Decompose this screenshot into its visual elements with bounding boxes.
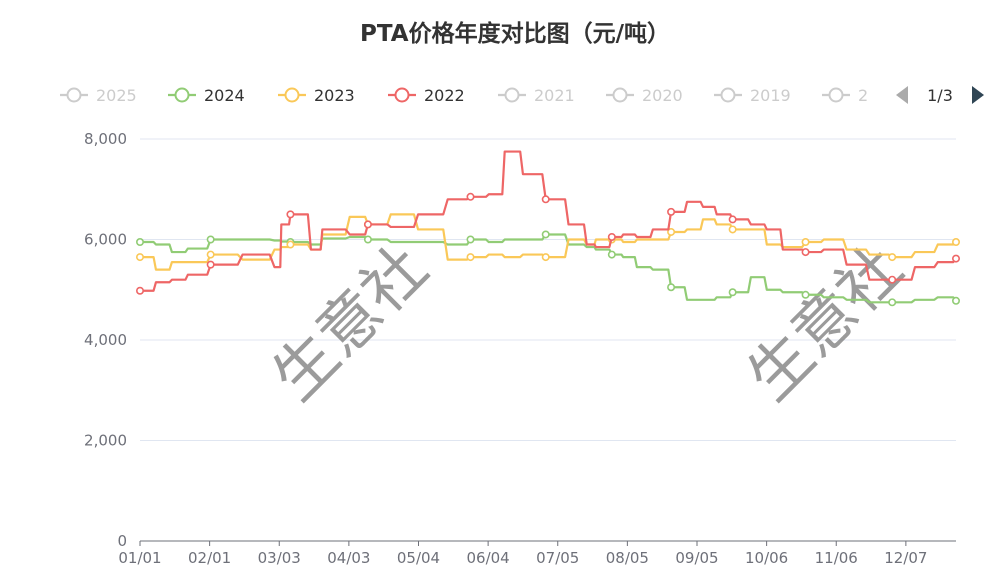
legend-item-2020[interactable]: 2020 bbox=[606, 86, 683, 105]
x-tick-label: 10/06 bbox=[745, 549, 788, 567]
data-point bbox=[667, 227, 676, 236]
data-point bbox=[466, 235, 475, 244]
y-axis: 0 2,000 4,000 6,000 8,000 bbox=[84, 130, 127, 550]
data-point bbox=[607, 232, 616, 241]
data-point bbox=[888, 275, 897, 284]
pager-prev-icon[interactable] bbox=[896, 86, 908, 104]
y-tick-label: 6,000 bbox=[84, 231, 127, 249]
x-axis: 01/01 02/01 03/03 04/03 05/04 06/04 07/05 08/05… bbox=[118, 540, 956, 567]
data-point bbox=[607, 250, 616, 259]
legend-item-2021[interactable]: 2021 bbox=[498, 86, 575, 105]
data-point bbox=[363, 235, 372, 244]
data-point bbox=[801, 290, 810, 299]
legend-marker-icon bbox=[828, 87, 844, 103]
legend-item-2023[interactable]: 2023 bbox=[278, 86, 355, 105]
y-tick-label: 0 bbox=[117, 532, 127, 550]
pager-text: 1/3 bbox=[927, 86, 953, 105]
data-point bbox=[541, 230, 550, 239]
y-tick-label: 8,000 bbox=[84, 130, 127, 148]
x-tick-label: 02/01 bbox=[188, 549, 231, 567]
x-tick-label: 09/05 bbox=[675, 549, 718, 567]
legend: 2025 2024 2023 2022 2021 2020 2019 2 1/3 bbox=[60, 86, 984, 105]
data-point bbox=[206, 260, 215, 269]
legend-label: 2025 bbox=[96, 86, 137, 105]
data-point bbox=[206, 235, 215, 244]
pager-next-icon[interactable] bbox=[972, 86, 984, 104]
data-point bbox=[951, 238, 960, 247]
x-tick-label: 08/05 bbox=[606, 549, 649, 567]
data-point bbox=[541, 195, 550, 204]
legend-marker-icon bbox=[612, 87, 628, 103]
data-point bbox=[136, 253, 145, 262]
legend-item-2024[interactable]: 2024 bbox=[168, 86, 245, 105]
legend-label: 2 bbox=[858, 86, 868, 105]
data-point bbox=[286, 210, 295, 219]
data-point bbox=[667, 283, 676, 292]
y-tick-label: 2,000 bbox=[84, 432, 127, 450]
legend-label: 2020 bbox=[642, 86, 683, 105]
watermark-text: 生意社 bbox=[258, 231, 441, 414]
legend-item-2022[interactable]: 2022 bbox=[388, 86, 465, 105]
data-point bbox=[667, 207, 676, 216]
data-point bbox=[951, 254, 960, 263]
data-point bbox=[888, 253, 897, 262]
legend-label: 2023 bbox=[314, 86, 355, 105]
data-point bbox=[801, 238, 810, 247]
x-tick-label: 03/03 bbox=[258, 549, 301, 567]
x-tick-label: 11/06 bbox=[815, 549, 858, 567]
x-tick-label: 05/04 bbox=[397, 549, 440, 567]
data-point bbox=[363, 220, 372, 229]
x-tick-label: 07/05 bbox=[536, 549, 579, 567]
data-point bbox=[951, 296, 960, 305]
chart-title: PTA价格年度对比图（元/吨） bbox=[360, 20, 670, 47]
data-point bbox=[286, 240, 295, 249]
y-tick-label: 4,000 bbox=[84, 331, 127, 349]
data-point bbox=[541, 253, 550, 262]
legend-label: 2024 bbox=[204, 86, 245, 105]
data-point bbox=[136, 238, 145, 247]
x-tick-label: 06/04 bbox=[467, 549, 510, 567]
legend-item-2[interactable]: 2 bbox=[822, 86, 868, 105]
legend-marker-icon bbox=[284, 87, 300, 103]
x-tick-label: 01/01 bbox=[118, 549, 161, 567]
data-point bbox=[728, 225, 737, 234]
legend-label: 2019 bbox=[750, 86, 791, 105]
data-point bbox=[206, 250, 215, 259]
legend-label: 2022 bbox=[424, 86, 465, 105]
data-point bbox=[466, 192, 475, 201]
legend-item-2025[interactable]: 2025 bbox=[60, 86, 137, 105]
watermark-layer: 生意社 生意社 bbox=[258, 231, 916, 414]
x-tick-label: 12/07 bbox=[884, 549, 927, 567]
plot-area bbox=[136, 150, 960, 307]
legend-item-2019[interactable]: 2019 bbox=[714, 86, 791, 105]
data-point bbox=[728, 288, 737, 297]
data-point bbox=[466, 253, 475, 262]
legend-marker-icon bbox=[504, 87, 520, 103]
legend-marker-icon bbox=[720, 87, 736, 103]
legend-label: 2021 bbox=[534, 86, 575, 105]
data-point bbox=[801, 248, 810, 257]
data-point bbox=[136, 286, 145, 295]
legend-marker-icon bbox=[66, 87, 82, 103]
data-point bbox=[888, 298, 897, 307]
x-tick-label: 04/03 bbox=[327, 549, 370, 567]
legend-marker-icon bbox=[174, 87, 190, 103]
data-point bbox=[728, 215, 737, 224]
legend-marker-icon bbox=[394, 87, 410, 103]
